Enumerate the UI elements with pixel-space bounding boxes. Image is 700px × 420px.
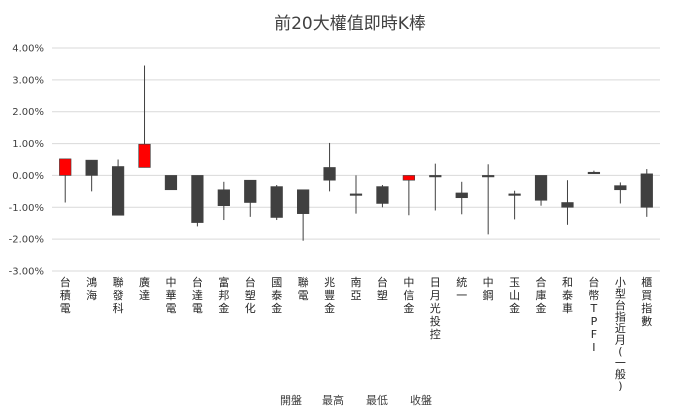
candle	[244, 179, 257, 217]
y-tick-label: 1.00%	[12, 139, 44, 150]
chart-title: 前20大權值即時K棒	[274, 14, 426, 34]
candle	[59, 158, 72, 203]
candle-body	[508, 193, 521, 196]
x-tick-label: 富邦金	[218, 275, 229, 315]
candle	[587, 170, 601, 175]
legend-item: 最高	[322, 393, 344, 407]
candle	[640, 169, 653, 217]
candle	[217, 181, 230, 221]
candle-body	[323, 167, 336, 181]
legend-item: 收盤	[410, 393, 432, 407]
candle-body	[349, 193, 363, 196]
candle	[402, 175, 415, 216]
x-tick-label: 台積電	[60, 275, 71, 315]
y-tick-label: 0.00%	[12, 171, 44, 182]
legend-item: 開盤	[280, 394, 302, 407]
x-tick-label: 國泰金	[271, 276, 282, 315]
legend: 開盤 最高 最低 收盤	[280, 393, 432, 407]
candle	[191, 175, 204, 227]
candle	[138, 65, 151, 168]
candle-body	[482, 175, 495, 178]
candle-body	[402, 175, 415, 181]
x-tick-label: 台達電	[192, 275, 203, 315]
candle-body	[111, 166, 125, 216]
candle-body	[614, 185, 627, 191]
x-tick-label: 中華電	[165, 276, 176, 315]
y-tick-label: 4.00%	[12, 44, 44, 55]
y-axis-ticks: 4.00% 3.00% 2.00% 1.00% 0.00% -1.00% -2.00% -3.…	[9, 44, 44, 278]
x-tick-label: 合庫金	[536, 275, 547, 315]
candles	[59, 65, 653, 241]
x-tick-label: 玉山金	[509, 276, 520, 315]
candle	[270, 184, 283, 221]
candle-body	[534, 175, 548, 201]
x-tick-label: 統一	[456, 275, 467, 302]
candle-body	[297, 189, 310, 214]
candle	[561, 180, 574, 225]
candle-body	[429, 175, 442, 178]
candle	[508, 190, 521, 220]
x-tick-label: 和泰車	[562, 276, 573, 315]
x-tick-label: 小型台指近月(一般)	[615, 276, 626, 393]
x-tick-label: 鴻海	[86, 275, 97, 302]
candle-body	[376, 186, 389, 204]
x-tick-label: 櫃買指數	[641, 275, 652, 328]
legend-item: 最低	[366, 394, 388, 407]
candle	[111, 159, 125, 216]
candle-body	[164, 175, 178, 191]
candle-body	[455, 192, 468, 199]
x-tick-label: 台塑化	[245, 275, 256, 315]
candle-body	[587, 171, 601, 175]
candle-body	[191, 175, 204, 223]
candle	[376, 184, 389, 208]
x-tick-label: 聯發科	[113, 276, 124, 315]
candle	[482, 164, 495, 235]
candle-body	[85, 159, 98, 176]
y-tick-label: 2.00%	[12, 107, 44, 118]
candle	[429, 163, 442, 211]
candle	[349, 175, 363, 214]
candle	[534, 175, 548, 206]
candle-body	[138, 143, 151, 168]
candle-body	[217, 189, 230, 206]
candle-body	[59, 158, 72, 176]
y-tick-label: -2.00%	[9, 235, 44, 246]
candle	[297, 189, 310, 241]
candle	[85, 159, 98, 192]
x-tick-label: 廣達	[139, 275, 150, 302]
y-tick-label: -1.00%	[9, 203, 44, 214]
x-tick-label: 中信金	[403, 276, 414, 315]
candle	[614, 182, 627, 204]
x-tick-label: 南亞	[351, 276, 362, 302]
x-tick-label: 台塑	[377, 275, 388, 302]
x-tick-label: 中鋼	[483, 276, 494, 302]
candle	[323, 142, 336, 192]
y-tick-label: -3.00%	[9, 267, 44, 278]
candle-body	[561, 202, 574, 208]
x-tick-label: 兆豐金	[324, 276, 335, 315]
candle	[164, 175, 178, 191]
candle-body	[640, 173, 653, 208]
candle-body	[244, 179, 257, 203]
candle	[455, 181, 468, 215]
candle-body	[270, 186, 283, 218]
x-tick-label: 日月光投控	[430, 276, 441, 341]
y-tick-label: 3.00%	[12, 75, 44, 86]
x-tick-label: 台幣 T P F I	[588, 275, 599, 354]
x-tick-label: 聯電	[298, 276, 309, 302]
